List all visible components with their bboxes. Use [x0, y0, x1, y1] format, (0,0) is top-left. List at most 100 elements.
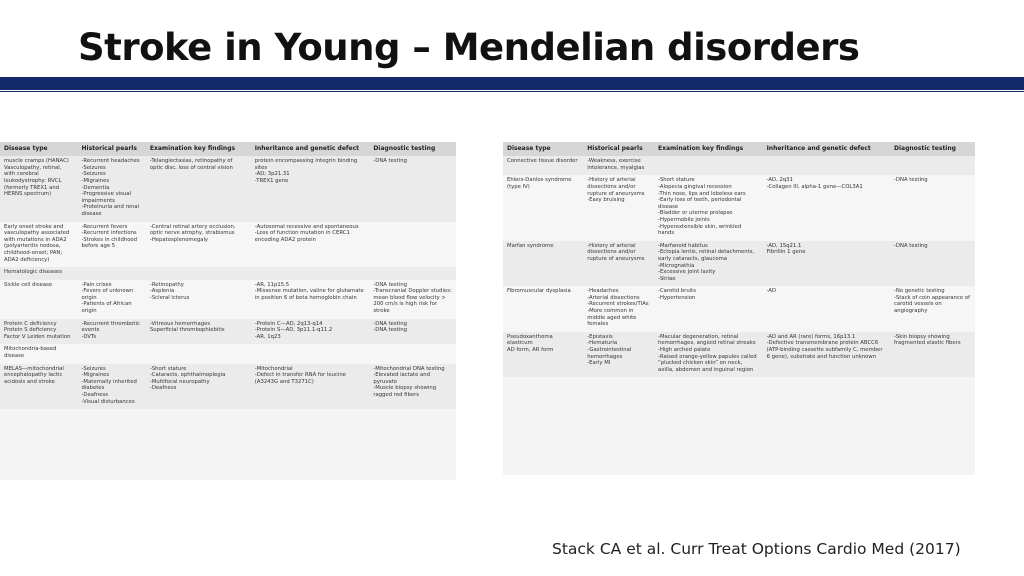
- cell-line: -Recurrent headaches: [81, 158, 140, 165]
- cell-line: -High arched palate: [658, 347, 711, 354]
- cell-line: -More common in middle aged white female…: [587, 308, 637, 328]
- table-head: Disease type Historical pearls Examination…: [503, 142, 975, 157]
- cell-line: -Headaches: [587, 288, 619, 295]
- cell-line: Vasculopathy, retinal, with cerebral leu…: [4, 164, 62, 198]
- cell-line: protein encompassing integrin binding si…: [254, 158, 358, 171]
- table-body: muscle cramps (HANAC) Vasculopathy, retin…: [0, 156, 456, 410]
- cell-line: -Defect in transfer RNA for leucine (A32…: [254, 372, 346, 385]
- cell-line: -Recurrent infections: [81, 230, 137, 237]
- title-rule: [0, 91, 1024, 92]
- cell-line: -Collagen III, alpha-1 gene—COL3A1: [766, 183, 863, 190]
- table-row: Fibromuscular dysplasia -Headaches -Arteri…: [503, 286, 975, 332]
- cell-line: -Stack of coin appearance of carotid ves…: [894, 294, 970, 315]
- table-cell: Connective tissue disorder: [503, 156, 584, 176]
- table-cell: -History of arterial dissections and/or …: [583, 175, 655, 241]
- cell-line: Fibrillin 1 gene: [766, 249, 806, 256]
- table-cell: -DNA testing: [890, 240, 975, 287]
- table-cell: -Protein C—AD, 2q13-q14 -Protein S—AD, 3p…: [250, 318, 370, 345]
- table-cell: -Headaches -Arterial dissections -Recurren…: [583, 286, 655, 332]
- cell-line: MELAS—mitochondrial encephalopathy lacti…: [4, 365, 64, 385]
- cell-line: -Vitreous hemorrhages: [149, 320, 211, 327]
- table-cell: -DNA testing: [890, 175, 975, 241]
- table-cell: -Marfanoid habitus -Ectopia lentis, retin…: [654, 240, 763, 287]
- table-cell: [890, 156, 975, 176]
- cell-line: -Seizures: [81, 365, 106, 372]
- cell-line: -Strokes in childhood before age 5: [81, 236, 138, 250]
- table-cell: [250, 344, 370, 364]
- table-cell: -DNA testing: [369, 156, 456, 222]
- cell-line: -Striae: [658, 275, 676, 282]
- cell-line: -Asplenia: [149, 288, 175, 295]
- cell-line: Fibromuscular dysplasia: [507, 288, 571, 295]
- cell-line: -Progressive visual impairments: [81, 191, 132, 204]
- cell-line: -Autosomal recessive and spontaneous: [254, 223, 359, 230]
- cell-line: -Pain crises: [81, 281, 112, 288]
- table-cell: -AD, 2q31 -Collagen III, alpha-1 gene—COL…: [762, 175, 891, 241]
- table-cell: -AD, 15q21.1 Fibrillin 1 gene: [762, 240, 891, 287]
- cell-line: -Excessive joint laxity: [658, 269, 716, 276]
- cell-line: -Epistaxis: [587, 333, 613, 340]
- table-cell: Fibromuscular dysplasia: [503, 286, 584, 332]
- cell-line: -Retinopathy: [149, 281, 184, 288]
- cell-line: -Short stature: [658, 177, 695, 184]
- header-cell: Disease type: [0, 142, 78, 157]
- cell-line: -Protein C—AD, 2q13-q14: [254, 320, 323, 327]
- cell-line: -AD; 3p21.31: [254, 171, 290, 178]
- table-cell: [369, 344, 456, 364]
- table-cell: [654, 156, 763, 176]
- table-cell: Sickle cell disease: [0, 279, 78, 319]
- table-row: muscle cramps (HANAC) Vasculopathy, retin…: [0, 156, 456, 222]
- table-head: Disease type Historical pearls Examination…: [0, 142, 456, 157]
- cell-line: Superficial thrombophlebitis: [149, 327, 225, 334]
- table-cell: -Mitochondrial -Defect in transfer RNA fo…: [250, 363, 370, 410]
- cell-line: -Hepatosplenomegaly: [149, 236, 209, 243]
- table-cell: -Recurrent fevers -Recurrent infections -S…: [77, 221, 146, 268]
- cell-line: -Macular degeneration, retinal hemorrhag…: [658, 333, 756, 347]
- table-cell: [145, 344, 251, 364]
- table-cell: Hematologic diseases: [0, 267, 78, 280]
- header-cell: Examination key findings: [145, 142, 251, 157]
- cell-line: -Gastrointestinal hemorrhages: [587, 347, 632, 360]
- cell-line: -Hematuria: [587, 340, 618, 347]
- table-cell: -Seizures -Migraines -Maternally inherited…: [77, 363, 146, 410]
- table-cell: -Recurrent thrombotic events -DVTs: [77, 318, 146, 345]
- cell-line: -Marfanoid habitus: [658, 242, 708, 249]
- cell-line: -Proteinuria and renal disease: [81, 204, 139, 217]
- cell-line: -DNA testing: [373, 281, 407, 288]
- cell-line: -AD, 2q31: [766, 177, 793, 184]
- header-cell: Diagnostic testing: [890, 142, 975, 157]
- cell-line: -Elevated lactate and pyruvate: [373, 372, 431, 385]
- cell-line: Ehlers-Danlos syndrome (type IV): [507, 177, 572, 190]
- table-cell: -Central retinal artery occlusion, optic…: [145, 221, 251, 268]
- header-cell: Disease type: [503, 142, 584, 157]
- table-cell: -Mitochondrial DNA testing -Elevated lact…: [369, 363, 456, 410]
- cell-line: -Protein S—AD, 3p11.1-q11.2: [254, 327, 333, 334]
- cell-line: Protein S deficiency: [4, 327, 57, 334]
- cell-line: -DNA testing: [373, 327, 407, 334]
- cell-line: -DNA testing: [894, 242, 928, 249]
- cell-line: -AR, 1q23: [254, 333, 281, 340]
- cell-line: -Central retinal artery occlusion, optic…: [149, 223, 236, 237]
- table-cell: -Autosomal recessive and spontaneous -Los…: [250, 221, 370, 268]
- cell-line: -Dementia: [81, 184, 110, 191]
- cell-line: -History of arterial dissections and/or …: [587, 242, 645, 262]
- cell-line: -AD, 15q21.1: [766, 242, 802, 249]
- cell-line: -TREX1 gene: [254, 177, 289, 184]
- table-cell: -DNA testing -DNA testing: [369, 318, 456, 345]
- cell-line: -Early loss of teeth, periodontal diseas…: [658, 197, 742, 210]
- cell-line: -Weakness, exercise intolerance, myalgia…: [587, 158, 645, 171]
- cell-line: -Carotid bruits: [658, 288, 696, 295]
- table-cell: -DNA testing -Transcranial Doppler studie…: [369, 279, 456, 319]
- header-row: Disease type Historical pearls Examination…: [503, 142, 975, 157]
- table-cell: [369, 267, 456, 280]
- table-cell: -No genetic testing -Stack of coin appear…: [890, 286, 975, 332]
- table-cell: [250, 267, 370, 280]
- cell-line: -Early MI: [587, 360, 611, 367]
- table: Disease type Historical pearls Examination…: [0, 142, 456, 410]
- table-cell: -Carotid bruits -Hypertension: [654, 286, 763, 332]
- cell-line: -Deafness: [149, 385, 177, 392]
- table-cell: Protein C deficiency Protein S deficiency…: [0, 318, 78, 345]
- table-cell: muscle cramps (HANAC) Vasculopathy, retin…: [0, 156, 78, 222]
- cell-line: -Hyperextensible skin, wrinkled hands: [658, 223, 742, 237]
- table-cell: -Recurrent headaches -Seizures -Seizures -M…: [77, 156, 146, 222]
